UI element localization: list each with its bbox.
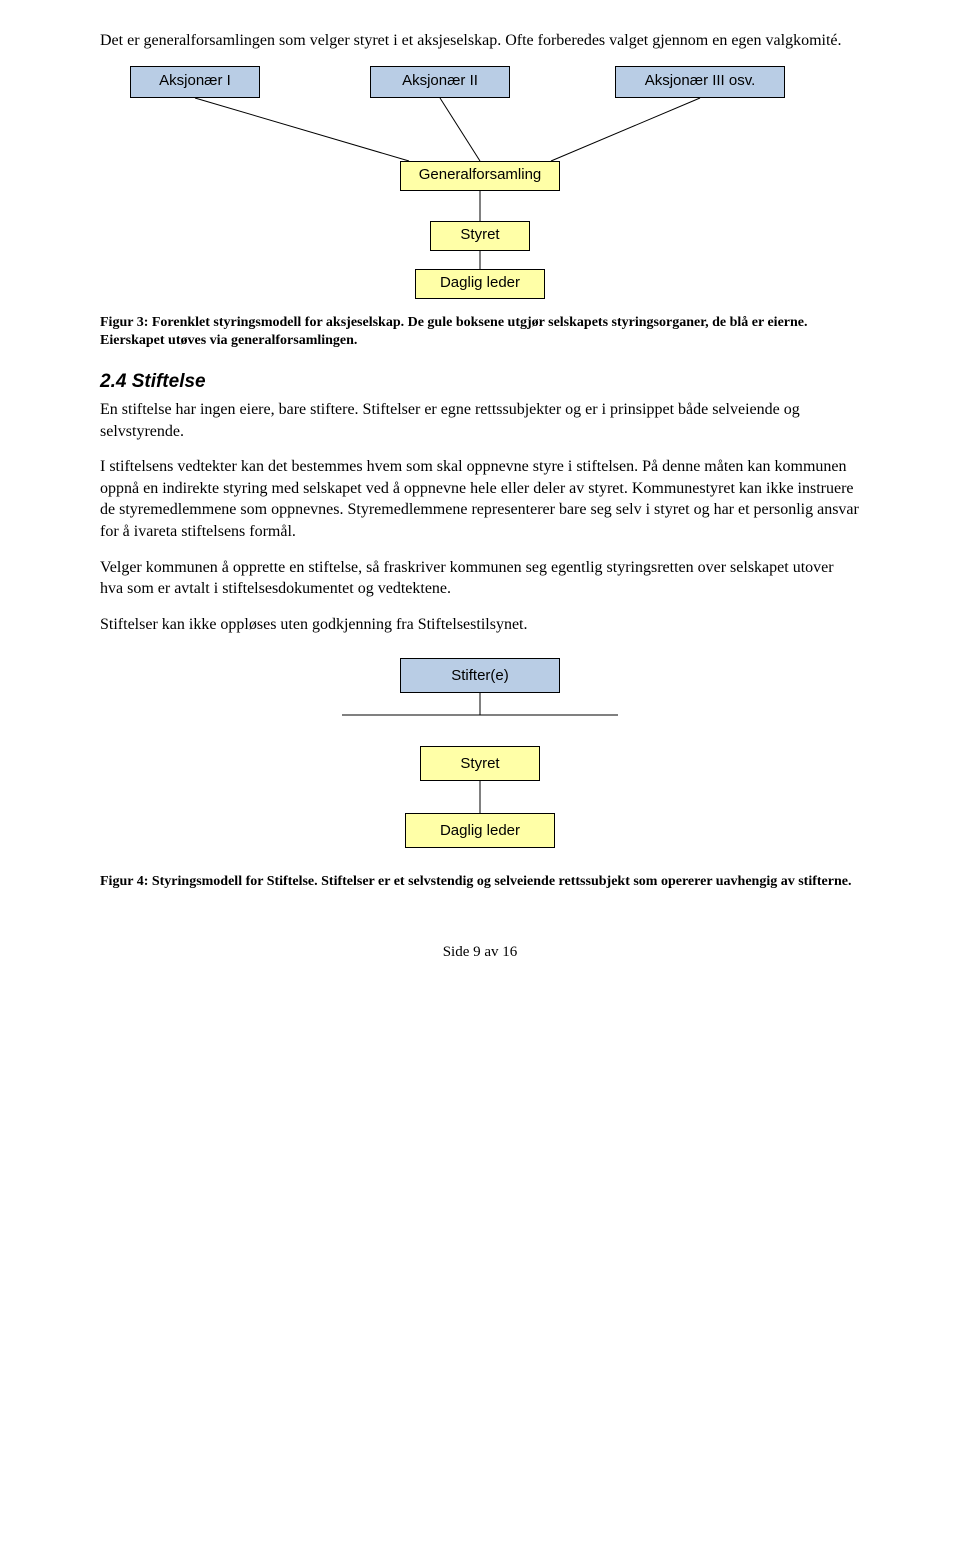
figure-4-caption: Figur 4: Styringsmodell for Stiftelse. S… (100, 873, 860, 892)
box-aksjonar-2: Aksjonær II (370, 66, 510, 98)
box-aksjonar-3: Aksjonær III osv. (615, 66, 785, 98)
box-styret-1: Styret (430, 221, 530, 251)
intro-paragraph: Det er generalforsamlingen som velger st… (100, 30, 860, 52)
stiftelse-para-2: I stiftelsens vedtekter kan det bestemme… (100, 456, 860, 542)
stiftelse-para-3: Velger kommunen å opprette en stiftelse,… (100, 557, 860, 600)
figure-3-caption: Figur 3: Forenklet styringsmodell for ak… (100, 314, 860, 352)
stiftelse-para-4: Stiftelser kan ikke oppløses uten godkje… (100, 614, 860, 636)
box-stiftere: Stifter(e) (400, 658, 560, 693)
box-daglig-leder-2: Daglig leder (405, 813, 555, 848)
heading-2-4: 2.4 Stiftelse (100, 369, 860, 395)
page-footer: Side 9 av 16 (100, 942, 860, 962)
box-styret-2: Styret (420, 746, 540, 781)
diagram-stiftelse: Stifter(e) Styret Daglig leder (100, 653, 860, 863)
diagram-aksjeselskap: Aksjonær I Aksjonær II Aksjonær III osv.… (100, 66, 860, 306)
box-generalforsamling: Generalforsamling (400, 161, 560, 191)
box-daglig-leder-1: Daglig leder (415, 269, 545, 299)
stiftelse-para-1: En stiftelse har ingen eiere, bare stift… (100, 399, 860, 442)
box-aksjonar-1: Aksjonær I (130, 66, 260, 98)
